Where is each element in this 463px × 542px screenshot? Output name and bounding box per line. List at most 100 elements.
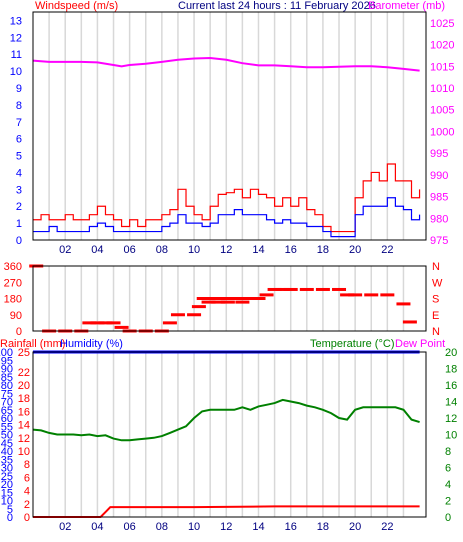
x-tick-label: 22 [381, 244, 393, 256]
humidity-tick-label: 0 [7, 512, 13, 524]
rainfall-tick-label: 18 [18, 393, 30, 405]
x-tick-label: 12 [220, 244, 232, 256]
current-date-title: Current last 24 hours : 11 February 2026 [178, 0, 376, 12]
y-tick-label: 0 [16, 326, 22, 338]
plot-frame [32, 11, 427, 241]
y-tick-label: 7 [16, 117, 22, 129]
humidity-tick-label: 30 [1, 463, 13, 475]
y-tick-label: 6 [16, 134, 22, 146]
y-tick-label: 4 [16, 167, 22, 179]
humidity-tick-label: 95 [1, 355, 13, 367]
y-tick-label: 1 [16, 218, 22, 230]
rainfall-tick-label: 10 [18, 446, 30, 458]
y-tick-label: 90 [10, 310, 22, 322]
y-right-tick-label: 1025 [430, 18, 454, 30]
humidity-tick-label: 100 [0, 347, 13, 359]
x-tick-label: 14 [252, 244, 264, 256]
x-tick-label: 18 [317, 244, 329, 256]
x-tick-label: 20 [349, 521, 361, 533]
wind-average-series [33, 197, 421, 238]
x-tick-label: 06 [124, 244, 136, 256]
x-tick-label: 02 [59, 244, 71, 256]
barometer-series [32, 56, 420, 72]
temperature-tick-label: 20 [445, 347, 457, 359]
rainfall-tick-label: 25 [18, 347, 30, 359]
humidity-tick-label: 80 [1, 380, 13, 392]
y-tick-label: 3 [16, 184, 22, 196]
humidity-tick-label: 35 [1, 454, 13, 466]
x-tick-label: 20 [349, 244, 361, 256]
y-tick-label: 270 [4, 277, 22, 289]
temperature-tick-label: 12 [445, 413, 457, 425]
y-tick-label: 10 [10, 66, 22, 78]
temperature-tick-label: 6 [445, 463, 451, 475]
y-right-tick-label: 985 [430, 192, 448, 204]
x-tick-label: 18 [317, 521, 329, 533]
x-tick-label: 12 [220, 521, 232, 533]
direction-compass-label: N [432, 326, 440, 338]
temperature-tick-label: 4 [445, 479, 451, 491]
direction-compass-label: W [432, 277, 443, 289]
humidity-tick-label: 5 [7, 504, 13, 516]
humidity-tick-label: 70 [1, 397, 13, 409]
y-tick-label: 180 [4, 294, 22, 306]
humidity-tick-label: 75 [1, 388, 13, 400]
wind-barometer-chart: 0123456789101112139759809859909951000100… [10, 11, 454, 256]
x-tick-label: 08 [156, 521, 168, 533]
y-tick-label: 0 [16, 235, 22, 247]
rainfall-tick-label: 2 [24, 499, 30, 511]
y-right-tick-label: 975 [430, 235, 448, 247]
temperature-tick-label: 10 [445, 430, 457, 442]
y-tick-label: 8 [16, 100, 22, 112]
rainfall-tick-label: 22 [18, 367, 30, 379]
wind-gust-series [33, 163, 421, 233]
humidity-tick-label: 55 [1, 421, 13, 433]
rainfall-tick-label: 16 [18, 406, 30, 418]
y-tick-label: 9 [16, 83, 22, 95]
y-right-tick-label: 1020 [430, 40, 454, 52]
x-tick-label: 10 [188, 244, 200, 256]
y-right-tick-label: 1010 [430, 83, 454, 95]
humidity-tick-label: 45 [1, 438, 13, 450]
x-tick-label: 14 [252, 521, 264, 533]
x-tick-label: 16 [285, 521, 297, 533]
y-right-tick-label: 995 [430, 148, 448, 160]
humidity-label: Humidity (%) [60, 338, 123, 350]
y-tick-label: 12 [10, 32, 22, 44]
humidity-tick-label: 25 [1, 471, 13, 483]
temperature-tick-label: 0 [445, 512, 451, 524]
humidity-tick-label: 60 [1, 413, 13, 425]
rainfall-label: Rainfall (mm) [0, 338, 65, 350]
x-tick-label: 08 [156, 244, 168, 256]
humidity-tick-label: 20 [1, 479, 13, 491]
temperature-tick-label: 18 [445, 364, 457, 376]
temperature-tick-label: 16 [445, 380, 457, 392]
x-tick-label: 04 [91, 521, 103, 533]
rainfall-series [33, 505, 420, 518]
y-tick-label: 13 [10, 15, 22, 27]
rainfall-tick-label: 0 [24, 512, 30, 524]
x-tick-label: 16 [285, 244, 297, 256]
rainfall-tick-label: 4 [24, 486, 30, 498]
direction-compass-label: S [432, 294, 439, 306]
rainfall-tick-label: 8 [24, 459, 30, 471]
temperature-label: Temperature (°C) [310, 338, 394, 350]
barometer-title: Barometer (mb) [368, 0, 445, 12]
wind-title: Windspeed (m/s) [35, 0, 118, 12]
y-right-tick-label: 990 [430, 170, 448, 182]
humidity-tick-label: 40 [1, 446, 13, 458]
direction-compass-label: E [432, 310, 439, 322]
x-tick-label: 22 [381, 521, 393, 533]
humidity-tick-label: 15 [1, 487, 13, 499]
y-tick-label: 5 [16, 151, 22, 163]
humidity-tick-label: 85 [1, 372, 13, 384]
y-tick-label: 2 [16, 201, 22, 213]
rainfall-tick-label: 14 [18, 420, 30, 432]
y-right-tick-label: 1005 [430, 105, 454, 117]
temperature-tick-label: 8 [445, 446, 451, 458]
temperature-tick-label: 2 [445, 496, 451, 508]
rainfall-tick-label: 6 [24, 472, 30, 484]
